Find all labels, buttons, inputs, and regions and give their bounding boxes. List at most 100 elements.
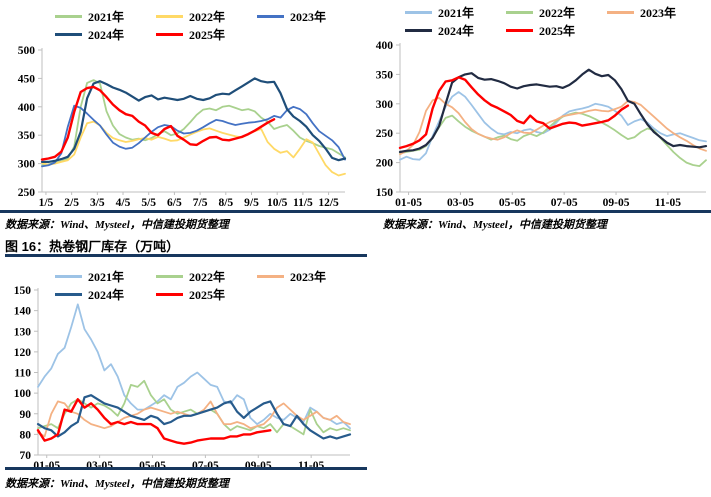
legend-swatch	[607, 11, 634, 14]
y-tick-label: 70	[20, 450, 32, 462]
chart-figure-bottom-left: 70 80 90 100 110 120 130 140 150 01-05 03-05 05-05 0…	[0, 258, 370, 472]
legend-row: 2021年 2022年 2023年	[55, 8, 358, 25]
y-tick-label: 130	[14, 326, 32, 338]
legend-item-2024年: 2024年	[55, 286, 156, 303]
legend-item-2023年: 2023年	[607, 4, 708, 21]
legend-swatch	[257, 275, 284, 278]
x-tick-label: 01-05	[395, 197, 422, 209]
y-tick-label: 80	[20, 429, 32, 441]
legend-item-2023年: 2023年	[257, 8, 358, 25]
x-tick-label: 3/5	[90, 197, 105, 209]
x-tick-label: 03-05	[86, 460, 113, 472]
series-line-2024年	[398, 68, 708, 154]
legend-label: 2023年	[290, 270, 327, 284]
legend-swatch	[55, 275, 82, 278]
separator-rule-heading	[5, 254, 367, 257]
legend-row: 2021年 2022年 2023年	[55, 268, 358, 285]
x-tick-label: 11/5	[293, 197, 313, 209]
series-line-2023年	[41, 104, 346, 168]
legend-swatch	[257, 15, 284, 18]
legend-swatch	[156, 293, 183, 296]
x-tick-label: 1/5	[39, 197, 54, 209]
x-tick-label: 01-05	[33, 460, 60, 472]
y-tick-label: 150	[376, 187, 394, 199]
y-tick-label: 300	[18, 159, 36, 171]
legend-label: 2025年	[189, 288, 226, 302]
legend-label: 2021年	[88, 270, 125, 284]
series-line-2025年	[40, 85, 276, 161]
legend-label: 2023年	[640, 6, 677, 20]
x-tick-label: 4/5	[116, 197, 131, 209]
x-tick-label: 7/5	[193, 197, 208, 209]
y-tick-label: 90	[20, 409, 32, 421]
legend-row: 2024年 2025年	[55, 26, 358, 43]
y-tick-label: 500	[18, 45, 36, 57]
chart-legend: 2021年 2022年 2023年 2024年 2025年	[55, 268, 358, 303]
y-tick-label: 250	[18, 187, 36, 199]
legend-item-2024年: 2024年	[55, 26, 156, 43]
legend-row: 2024年 2025年	[405, 22, 708, 39]
legend-swatch	[506, 29, 533, 32]
legend-label: 2024年	[88, 288, 125, 302]
legend-label: 2022年	[539, 6, 576, 20]
x-tick-label: 9/5	[244, 197, 259, 209]
legend-item-2021年: 2021年	[405, 4, 506, 21]
legend-item-2025年: 2025年	[156, 26, 257, 43]
legend-label: 2023年	[290, 10, 327, 24]
legend-swatch	[55, 15, 82, 18]
legend-swatch	[405, 11, 432, 14]
y-tick-label: 150	[14, 285, 32, 297]
x-tick-label: 11-05	[655, 197, 681, 209]
x-tick-label: 10/5	[267, 197, 288, 209]
x-tick-label: 07-05	[192, 460, 219, 472]
legend-item-2025年: 2025年	[506, 22, 607, 39]
y-tick-label: 400	[18, 102, 36, 114]
y-tick-label: 140	[14, 306, 32, 318]
legend-item-2021年: 2021年	[55, 268, 156, 285]
y-tick-label: 110	[14, 368, 31, 380]
x-tick-label: 6/5	[167, 197, 182, 209]
series-line-2024年	[36, 394, 352, 440]
legend-item-2022年: 2022年	[506, 4, 607, 21]
x-tick-label: 03-05	[447, 197, 474, 209]
line-chart-top-right: 150 200 250 300 350 400 01-05 03-05 05-05 07-05 09…	[376, 40, 708, 209]
x-tick-label: 09-05	[245, 460, 272, 472]
x-tick-label: 11-05	[298, 460, 324, 472]
x-tick-label: 09-05	[603, 197, 630, 209]
legend-swatch	[405, 29, 432, 32]
separator-rule-top	[0, 210, 711, 213]
x-tick-label: 05-05	[499, 197, 526, 209]
legend-label: 2022年	[189, 270, 226, 284]
legend-label: 2021年	[88, 10, 125, 24]
legend-item-2024年: 2024年	[405, 22, 506, 39]
source-caption-top-right: 数据来源：Wind、Mysteel，中信建投期货整理	[383, 219, 607, 231]
legend-label: 2021年	[438, 6, 475, 20]
series-line-2025年	[398, 76, 630, 150]
legend-label: 2025年	[539, 24, 576, 38]
y-tick-label: 200	[376, 158, 394, 170]
legend-swatch	[55, 293, 82, 296]
x-tick-label: 8/5	[218, 197, 233, 209]
line-chart-top-left: 250 300 350 400 450 500 1/5 2/5 3/5 4/5 5/5 6/5 7/5 8…	[18, 45, 347, 209]
legend-label: 2024年	[438, 24, 475, 38]
y-tick-label: 350	[376, 69, 394, 81]
y-tick-label: 100	[14, 388, 32, 400]
legend-swatch	[55, 33, 82, 36]
legend-swatch	[506, 11, 533, 14]
legend-item-2025年: 2025年	[156, 286, 257, 303]
chart-figure-top-right: 150 200 250 300 350 400 01-05 03-05 05-05 07-05 09…	[375, 0, 711, 210]
series-line-2021年	[37, 303, 351, 430]
chart-legend: 2021年 2022年 2023年 2024年 2025年	[405, 4, 708, 39]
series-line-2023年	[399, 97, 707, 156]
legend-item-2023年: 2023年	[257, 268, 358, 285]
series-line-2021年	[41, 79, 346, 167]
chart-figure-top-left: 250 300 350 400 450 500 1/5 2/5 3/5 4/5 5/5 6/5 7/5 8…	[0, 0, 370, 210]
legend-row: 2024年 2025年	[55, 286, 358, 303]
x-tick-label: 2/5	[64, 197, 79, 209]
legend-label: 2022年	[189, 10, 226, 24]
legend-item-2022年: 2022年	[156, 268, 257, 285]
legend-swatch	[156, 33, 183, 36]
y-tick-label: 120	[14, 347, 32, 359]
x-tick-label: 5/5	[141, 197, 156, 209]
